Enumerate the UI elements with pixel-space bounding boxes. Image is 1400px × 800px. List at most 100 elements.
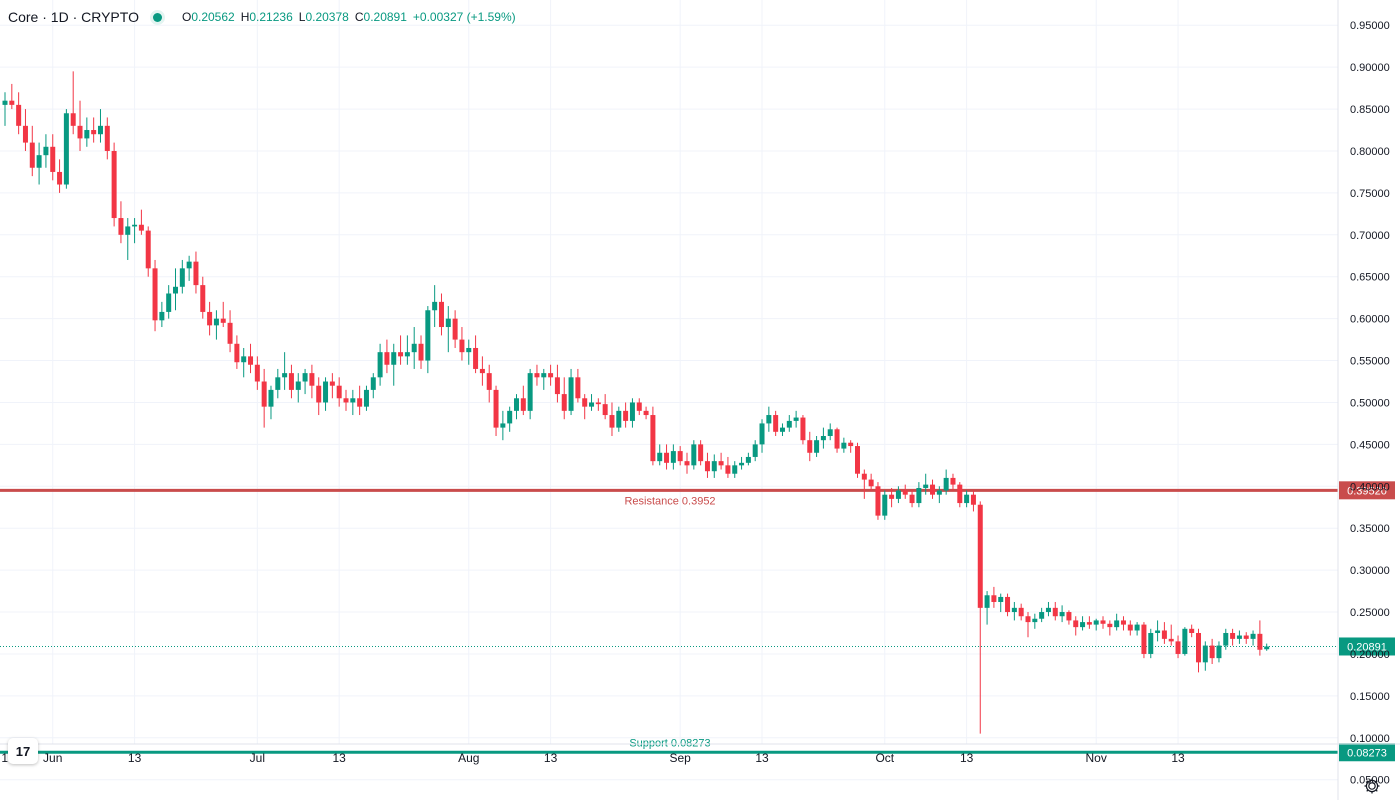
candle-body — [766, 415, 772, 424]
candle — [950, 473, 956, 491]
candle — [220, 301, 226, 328]
candle-body — [718, 461, 724, 466]
candle — [1032, 613, 1038, 629]
candle-body — [295, 381, 301, 390]
candle-body — [57, 171, 63, 185]
candle-body — [336, 385, 342, 399]
candle — [282, 352, 288, 390]
time-tick-label: 13 — [755, 751, 769, 765]
candle — [861, 469, 867, 499]
candle-body — [479, 368, 485, 374]
candle — [541, 368, 547, 390]
candle-body — [575, 377, 581, 399]
symbol-title[interactable]: Core · 1D · CRYPTO — [8, 9, 139, 25]
candle — [930, 479, 936, 499]
candle-body — [173, 286, 178, 294]
candle — [63, 109, 69, 189]
price-tick-label: 0.90000 — [1350, 62, 1390, 74]
candle — [118, 201, 124, 244]
candle — [616, 406, 622, 432]
candle — [295, 373, 301, 403]
candle — [1216, 641, 1222, 663]
candle-body — [514, 398, 519, 411]
candle-body — [432, 301, 438, 311]
candle — [1168, 624, 1174, 646]
candle — [991, 586, 997, 608]
candle — [1114, 613, 1120, 631]
candle-body — [1243, 635, 1249, 639]
candle-body — [500, 423, 506, 428]
candles — [2, 71, 1270, 734]
candle — [977, 501, 983, 734]
candle — [1066, 610, 1072, 625]
candle — [895, 486, 901, 504]
tradingview-logo-icon[interactable]: 17 — [8, 738, 38, 764]
candle-body — [773, 415, 779, 432]
candle-body — [2, 100, 8, 105]
candle — [50, 134, 56, 181]
candle-body — [493, 389, 499, 428]
candle — [561, 377, 567, 420]
candle-body — [254, 364, 260, 382]
candle-body — [384, 352, 390, 365]
time-tick-label: 13 — [960, 751, 974, 765]
close-label: C — [354, 10, 364, 24]
candle — [493, 385, 499, 437]
candle — [704, 452, 710, 478]
candle-body — [554, 377, 560, 395]
candle — [534, 364, 540, 386]
price-tick-label: 0.10000 — [1350, 733, 1390, 745]
candle-body — [1196, 632, 1201, 663]
candle-body — [459, 339, 465, 353]
candle-body — [991, 595, 997, 602]
candle — [568, 368, 574, 416]
candle-body — [50, 146, 56, 172]
candle-body — [970, 494, 976, 505]
candle-body — [957, 484, 963, 504]
candle — [186, 255, 192, 281]
candle — [91, 117, 97, 143]
candle — [902, 484, 908, 499]
change-value: +0.00327 (+1.59%) — [412, 10, 516, 24]
chart-legend: Core · 1D · CRYPTO O 0.20562 H 0.21236 L… — [8, 6, 516, 28]
candle-body — [507, 410, 513, 424]
candle — [1155, 620, 1161, 642]
candle-body — [895, 490, 901, 499]
candle-body — [650, 415, 656, 462]
resistance-price-tag — [1339, 481, 1395, 500]
candle-body — [664, 452, 670, 463]
candle — [1059, 605, 1065, 623]
candle-body — [1161, 630, 1167, 639]
candle-body — [302, 373, 308, 382]
candle — [582, 394, 588, 420]
gear-icon[interactable] — [1362, 776, 1382, 796]
candle — [57, 159, 63, 193]
candle-body — [70, 113, 76, 126]
candle — [664, 444, 670, 470]
candle — [943, 469, 949, 495]
candle — [602, 394, 608, 420]
candle-body — [1059, 612, 1065, 617]
candle — [159, 301, 165, 328]
candle — [745, 452, 751, 466]
candle — [1243, 632, 1249, 644]
candle-body — [930, 484, 936, 495]
candle — [288, 364, 294, 399]
candle-body — [309, 373, 315, 386]
candle — [1045, 601, 1051, 617]
candle-body — [1114, 620, 1120, 628]
candle-body — [1011, 607, 1017, 613]
candle-body — [486, 373, 492, 390]
price-tick-label: 0.50000 — [1350, 397, 1390, 409]
candle-body — [1230, 632, 1236, 639]
candle-body — [670, 451, 676, 463]
candle-body — [793, 417, 799, 421]
time-tick-label: Nov — [1086, 751, 1107, 765]
candle — [316, 377, 322, 416]
candle-body — [609, 415, 615, 428]
candle-body — [998, 596, 1004, 602]
level-lines: 0.20891 Resistance 0.3952 0.39520 Support 0… — [0, 481, 1395, 762]
candle — [1264, 643, 1270, 651]
time-tick-label: Aug — [458, 751, 479, 765]
